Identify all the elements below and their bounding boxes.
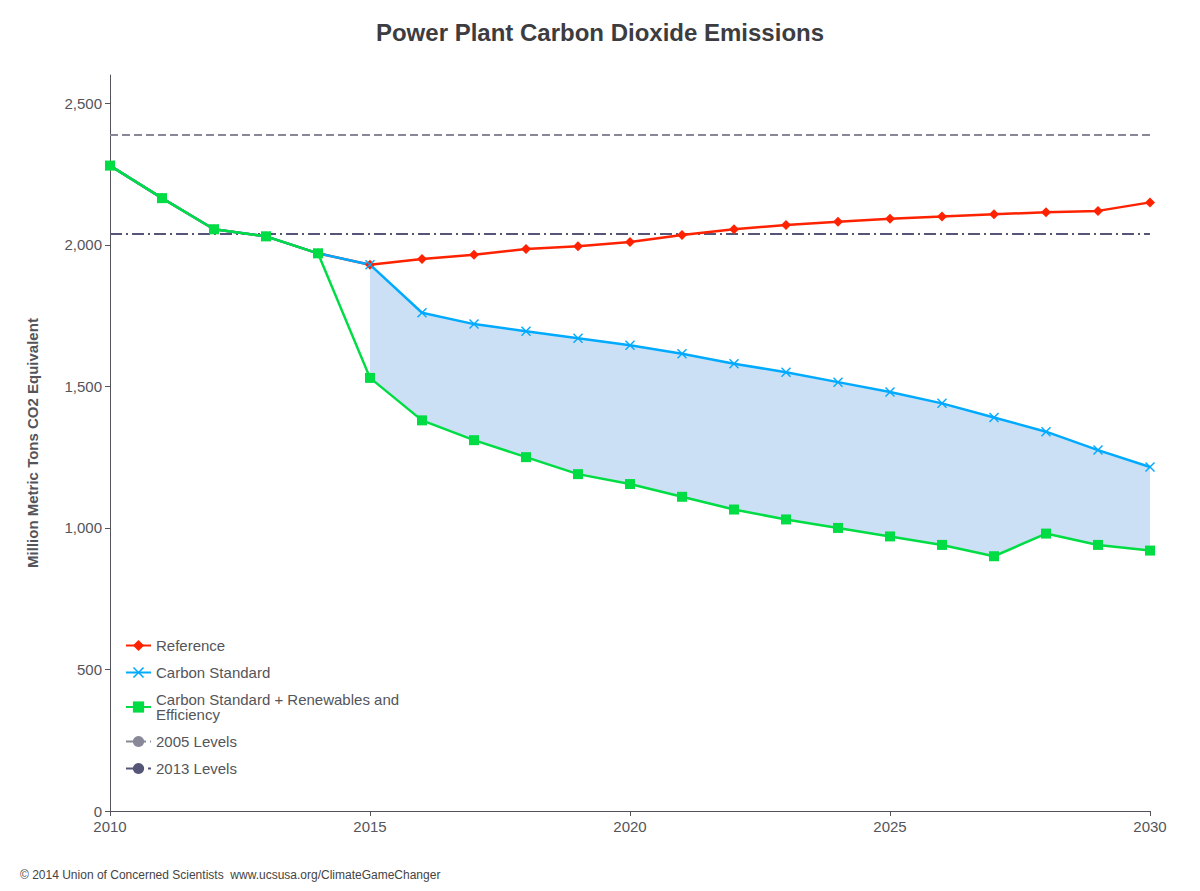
- svg-text:2,500: 2,500: [64, 95, 102, 112]
- svg-text:© 2014 Union of Concerned Scie: © 2014 Union of Concerned Scientists www…: [20, 868, 440, 882]
- svg-text:2010: 2010: [93, 818, 126, 835]
- svg-text:500: 500: [77, 661, 102, 678]
- svg-text:2015: 2015: [353, 818, 386, 835]
- svg-text:2005 Levels: 2005 Levels: [156, 733, 237, 750]
- svg-text:Carbon Standard: Carbon Standard: [156, 664, 270, 681]
- svg-text:2030: 2030: [1133, 818, 1166, 835]
- svg-text:Carbon Standard + Renewables a: Carbon Standard + Renewables and: [156, 691, 400, 708]
- svg-text:Reference: Reference: [156, 637, 225, 654]
- svg-text:2013 Levels: 2013 Levels: [156, 760, 237, 777]
- svg-text:2020: 2020: [613, 818, 646, 835]
- svg-text:Power Plant Carbon Dioxide Emi: Power Plant Carbon Dioxide Emissions: [376, 19, 824, 46]
- svg-text:2025: 2025: [873, 818, 906, 835]
- svg-text:0: 0: [94, 803, 102, 820]
- svg-text:Million Metric Tons CO2 Equiva: Million Metric Tons CO2 Equivalent: [24, 318, 41, 568]
- svg-text:2,000: 2,000: [64, 236, 102, 253]
- svg-text:1,500: 1,500: [64, 378, 102, 395]
- svg-text:Efficiency: Efficiency: [156, 706, 220, 723]
- svg-text:1,000: 1,000: [64, 519, 102, 536]
